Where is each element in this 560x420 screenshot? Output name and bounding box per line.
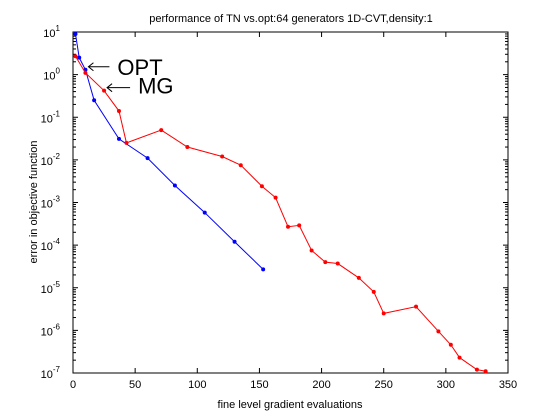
series-1 — [73, 54, 488, 374]
y-tick-label-base: 10 — [41, 284, 53, 296]
data-point — [116, 109, 121, 114]
y-tick-label-exponent: -3 — [53, 195, 61, 204]
y-tick-label-base: 10 — [41, 199, 53, 211]
data-point — [448, 342, 453, 347]
data-point — [309, 248, 314, 253]
y-tick-label-base: 10 — [41, 241, 53, 253]
data-point — [381, 311, 386, 316]
y-tick-label: 10-7 — [41, 365, 61, 381]
y-tick-label-base: 10 — [41, 369, 53, 381]
y-tick-label-exponent: 1 — [56, 24, 61, 33]
y-tick-label-base: 10 — [41, 156, 53, 168]
data-point — [102, 88, 107, 93]
y-tick-label-exponent: -1 — [53, 109, 61, 118]
y-tick-label-exponent: -7 — [53, 365, 61, 374]
y-tick-label: 100 — [43, 67, 60, 83]
annotation-arrow-head — [87, 62, 94, 72]
data-point — [124, 140, 129, 145]
data-point — [335, 261, 340, 266]
data-point — [159, 128, 164, 133]
y-tick-label: 10-3 — [41, 195, 61, 211]
y-tick-label-base: 10 — [41, 326, 53, 338]
x-tick-label: 200 — [312, 379, 330, 391]
data-point — [202, 210, 207, 215]
data-point — [238, 163, 243, 168]
data-point — [73, 31, 78, 36]
y-tick-label-exponent: -5 — [53, 280, 61, 289]
data-point — [220, 154, 225, 159]
x-axis: 0 50 100 150 200 250 300 350 — [70, 32, 517, 391]
data-point — [474, 367, 479, 372]
y-tick-label: 10-1 — [41, 109, 61, 125]
x-axis-label: fine level gradient evaluations — [218, 399, 363, 411]
y-axis-label: error in objective function — [28, 141, 40, 264]
x-tick-label: 50 — [129, 379, 141, 391]
data-point — [457, 355, 462, 360]
x-tick-label: 350 — [499, 379, 517, 391]
x-tick-label: 150 — [250, 379, 268, 391]
data-point — [259, 184, 264, 189]
y-tick-label-exponent: -6 — [53, 322, 61, 331]
annotation-label: MG — [138, 74, 173, 99]
data-point — [323, 260, 328, 265]
x-tick-label: 0 — [70, 379, 76, 391]
x-tick-label: 100 — [188, 379, 206, 391]
y-tick-label-base: 10 — [43, 28, 55, 40]
series-line — [74, 33, 264, 270]
data-point — [232, 239, 237, 244]
annotation-label: OPT — [117, 55, 162, 80]
y-tick-label: 10-4 — [41, 237, 61, 253]
annotation-arrow-head — [106, 83, 113, 93]
x-tick-label: 250 — [375, 379, 393, 391]
data-point — [297, 223, 302, 228]
data-point — [83, 70, 88, 75]
y-tick-label: 10-5 — [41, 280, 61, 296]
data-point — [261, 267, 266, 272]
data-point — [483, 369, 488, 374]
data-point — [145, 156, 150, 161]
data-point — [436, 329, 441, 334]
data-point — [77, 55, 82, 60]
data-point — [273, 195, 278, 200]
x-tick-label: 300 — [437, 379, 455, 391]
data-point — [92, 98, 97, 103]
data-point — [172, 183, 177, 188]
y-tick-label-exponent: -4 — [53, 237, 61, 246]
data-point — [185, 145, 190, 150]
y-tick-label: 10-2 — [41, 152, 61, 168]
data-point — [73, 54, 78, 59]
data-point — [414, 304, 419, 309]
y-tick-label: 10-6 — [41, 322, 61, 338]
y-tick-label-base: 10 — [43, 71, 55, 83]
data-point — [286, 224, 291, 229]
chart-title: performance of TN vs.opt:64 generators 1… — [149, 13, 433, 25]
data-point — [371, 289, 376, 294]
y-tick-label-base: 10 — [41, 113, 53, 125]
y-tick-label-exponent: -2 — [53, 152, 61, 161]
data-point — [356, 275, 361, 280]
y-tick-label-exponent: 0 — [56, 67, 61, 76]
series-layer — [73, 31, 488, 374]
plot-area — [72, 31, 509, 374]
data-point — [116, 136, 121, 141]
y-tick-label: 101 — [43, 24, 60, 40]
